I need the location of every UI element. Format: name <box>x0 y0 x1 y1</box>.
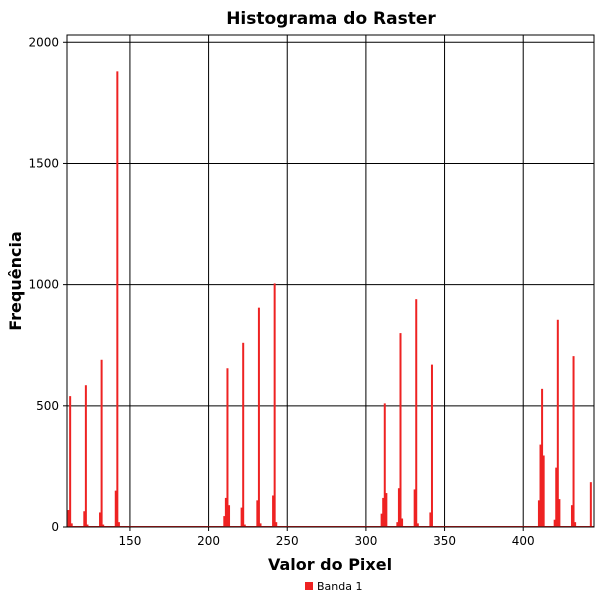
histogram-bar <box>100 359 103 527</box>
histogram-bar <box>67 510 70 527</box>
x-tick-label: 300 <box>354 534 377 548</box>
chart-title: Histograma do Raster <box>226 9 436 29</box>
y-tick-label: 500 <box>36 399 59 413</box>
y-tick-label: 1000 <box>28 278 59 292</box>
histogram-bar <box>537 500 540 527</box>
histogram-bar <box>572 356 575 527</box>
histogram-bar <box>574 522 577 527</box>
x-tick-label: 250 <box>276 534 299 548</box>
histogram-bar <box>396 522 399 527</box>
histogram-bar <box>102 524 105 527</box>
x-tick-label: 150 <box>118 534 141 548</box>
histogram-bar <box>416 523 419 527</box>
x-axis-ticks: 150 200 250 300 350 400 <box>118 527 535 548</box>
legend-label: Banda 1 <box>317 580 362 593</box>
histogram-bar <box>401 518 404 527</box>
histogram-bar <box>383 403 386 527</box>
histogram-bar <box>116 71 119 528</box>
histogram-bar <box>558 499 561 527</box>
y-tick-label: 1500 <box>28 156 59 170</box>
histogram-bar <box>243 524 246 527</box>
histogram-bar <box>114 490 117 527</box>
histogram-bar <box>539 444 542 527</box>
histogram-bar <box>83 511 86 527</box>
histogram-bar <box>382 497 385 527</box>
histogram-bar <box>430 364 433 527</box>
x-tick-label: 200 <box>197 534 220 548</box>
histogram-bar <box>555 467 558 527</box>
histogram-bar <box>228 505 231 527</box>
histogram-bar <box>415 299 418 527</box>
histogram-bar <box>570 505 573 527</box>
histogram-bar <box>541 388 544 527</box>
grid-lines <box>67 35 594 528</box>
histogram-bar <box>272 495 275 527</box>
histogram-bar <box>117 522 120 527</box>
histogram-bar <box>397 488 400 527</box>
y-tick-label: 2000 <box>28 35 59 49</box>
histogram-bar <box>240 507 243 527</box>
x-tick-label: 350 <box>433 534 456 548</box>
histogram-bar <box>224 497 227 527</box>
legend: Banda 1 <box>305 580 362 593</box>
histogram-bar <box>99 512 102 527</box>
histogram-bar <box>226 368 229 527</box>
y-tick-label: 0 <box>51 520 59 534</box>
histogram-bar <box>413 489 416 527</box>
histogram-bar <box>257 307 260 527</box>
histogram-bar <box>275 522 278 527</box>
histogram-bar <box>556 319 559 527</box>
histogram-bar <box>385 493 388 527</box>
x-tick-label: 400 <box>512 534 535 548</box>
y-axis-ticks: 0 500 1000 1500 2000 <box>28 35 67 534</box>
x-axis-label: Valor do Pixel <box>268 555 392 574</box>
histogram-bar <box>259 523 262 527</box>
y-axis-label: Frequência <box>6 231 25 331</box>
histogram-bar <box>380 513 383 527</box>
legend-swatch <box>305 582 313 590</box>
histogram-bar <box>256 500 259 527</box>
histogram-bar <box>429 512 432 527</box>
histogram-bar <box>589 482 592 527</box>
histogram-bar <box>242 342 245 527</box>
histogram-bar <box>223 516 226 527</box>
histogram-bar <box>553 519 556 527</box>
histogram-bar <box>273 283 276 527</box>
bars <box>67 71 594 528</box>
histogram-bar <box>69 396 72 527</box>
histogram-bar <box>86 524 89 527</box>
histogram-bar <box>399 333 402 527</box>
plot-area <box>66 34 595 528</box>
histogram-bar <box>84 385 87 527</box>
histogram-bar <box>542 455 545 527</box>
histogram-bar <box>70 523 73 527</box>
